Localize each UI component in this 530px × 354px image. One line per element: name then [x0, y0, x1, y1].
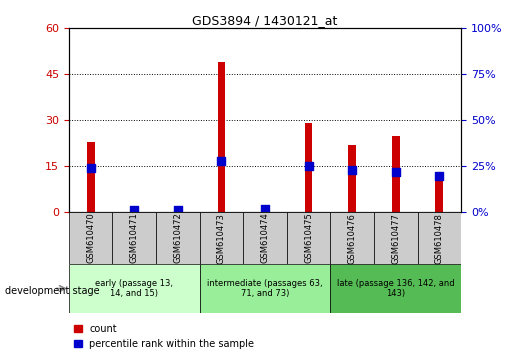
- FancyBboxPatch shape: [200, 264, 330, 313]
- Bar: [174, 210, 182, 212]
- Title: GDS3894 / 1430121_at: GDS3894 / 1430121_at: [192, 14, 338, 27]
- Legend: count, percentile rank within the sample: count, percentile rank within the sample: [74, 324, 254, 349]
- Text: intermediate (passages 63,
71, and 73): intermediate (passages 63, 71, and 73): [207, 279, 323, 298]
- Bar: [435, 172, 443, 212]
- Bar: [87, 142, 95, 212]
- Text: GSM610471: GSM610471: [130, 213, 139, 263]
- FancyBboxPatch shape: [156, 212, 200, 264]
- Bar: [305, 124, 313, 212]
- Bar: [217, 62, 225, 212]
- Text: GSM610472: GSM610472: [173, 213, 182, 263]
- FancyBboxPatch shape: [200, 212, 243, 264]
- FancyBboxPatch shape: [418, 212, 461, 264]
- Bar: [130, 211, 138, 212]
- Point: [304, 164, 313, 169]
- FancyBboxPatch shape: [374, 212, 418, 264]
- FancyBboxPatch shape: [330, 212, 374, 264]
- Bar: [261, 206, 269, 212]
- Point: [435, 173, 444, 178]
- Text: GSM610478: GSM610478: [435, 213, 444, 263]
- Point: [348, 167, 356, 173]
- FancyBboxPatch shape: [330, 264, 461, 313]
- Point: [86, 165, 95, 171]
- Point: [392, 169, 400, 175]
- Text: GSM610470: GSM610470: [86, 213, 95, 263]
- Text: GSM610477: GSM610477: [391, 213, 400, 263]
- Text: development stage: development stage: [5, 286, 100, 296]
- Text: GSM610476: GSM610476: [348, 213, 357, 263]
- Point: [261, 206, 269, 212]
- Text: early (passage 13,
14, and 15): early (passage 13, 14, and 15): [95, 279, 173, 298]
- FancyBboxPatch shape: [112, 212, 156, 264]
- Point: [174, 207, 182, 212]
- Bar: [392, 136, 400, 212]
- Text: GSM610475: GSM610475: [304, 213, 313, 263]
- Bar: [348, 145, 356, 212]
- Text: GSM610473: GSM610473: [217, 213, 226, 263]
- Text: late (passage 136, 142, and
143): late (passage 136, 142, and 143): [337, 279, 455, 298]
- FancyBboxPatch shape: [287, 212, 330, 264]
- Text: GSM610474: GSM610474: [261, 213, 269, 263]
- Point: [217, 158, 226, 164]
- FancyBboxPatch shape: [69, 212, 112, 264]
- Point: [130, 207, 138, 212]
- FancyBboxPatch shape: [69, 264, 200, 313]
- FancyBboxPatch shape: [243, 212, 287, 264]
